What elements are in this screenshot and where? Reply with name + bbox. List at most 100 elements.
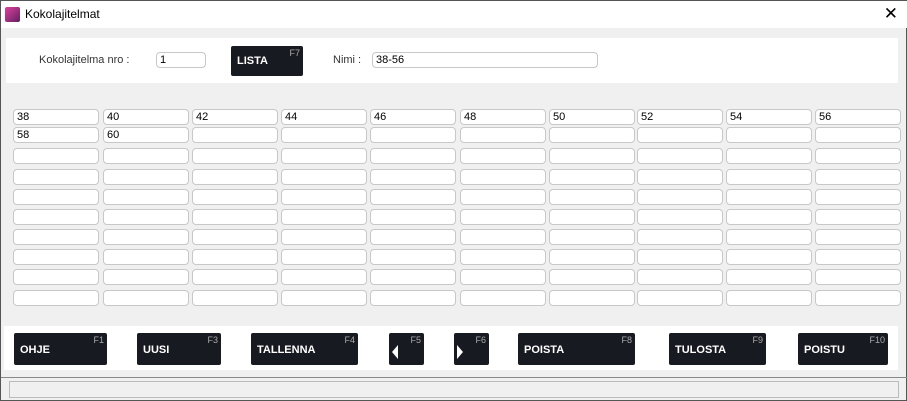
size-cell[interactable] [281,209,367,225]
size-cell[interactable] [13,229,99,245]
size-cell[interactable] [815,229,901,245]
size-cell[interactable] [13,148,99,164]
size-cell[interactable] [103,249,189,265]
size-cell[interactable] [637,249,723,265]
size-cell[interactable] [370,229,456,245]
size-cell[interactable] [192,169,278,185]
size-cell[interactable] [637,169,723,185]
size-cell[interactable] [192,229,278,245]
size-cell[interactable] [815,148,901,164]
size-cell[interactable] [460,148,546,164]
size-cell[interactable] [460,127,546,143]
nro-input[interactable] [156,52,206,68]
size-cell[interactable] [192,127,278,143]
size-cell[interactable] [192,209,278,225]
size-cell[interactable] [549,189,635,205]
prev-button[interactable]: F5 [389,333,424,365]
size-cell[interactable] [460,290,546,306]
poista-button[interactable]: POISTA F8 [518,333,635,365]
size-cell[interactable] [726,148,812,164]
size-cell[interactable] [103,109,189,125]
size-cell[interactable] [460,269,546,285]
size-cell[interactable] [637,189,723,205]
size-cell[interactable] [815,249,901,265]
tulosta-button[interactable]: TULOSTA F9 [669,333,766,365]
size-cell[interactable] [192,290,278,306]
size-cell[interactable] [815,127,901,143]
size-cell[interactable] [637,269,723,285]
size-cell[interactable] [281,290,367,306]
size-cell[interactable] [460,209,546,225]
size-cell[interactable] [549,127,635,143]
size-cell[interactable] [370,109,456,125]
size-cell[interactable] [815,169,901,185]
size-cell[interactable] [460,189,546,205]
size-cell[interactable] [370,249,456,265]
uusi-button[interactable]: UUSI F3 [137,333,221,365]
size-cell[interactable] [192,189,278,205]
size-cell[interactable] [460,249,546,265]
size-cell[interactable] [103,148,189,164]
size-cell[interactable] [726,249,812,265]
lista-button[interactable]: LISTA F7 [231,46,303,76]
size-cell[interactable] [815,209,901,225]
size-cell[interactable] [281,269,367,285]
size-cell[interactable] [815,290,901,306]
size-cell[interactable] [13,249,99,265]
size-cell[interactable] [637,290,723,306]
size-cell[interactable] [370,189,456,205]
nimi-input[interactable] [372,52,598,68]
size-cell[interactable] [815,189,901,205]
size-cell[interactable] [549,169,635,185]
size-cell[interactable] [13,290,99,306]
size-cell[interactable] [815,109,901,125]
size-cell[interactable] [726,109,812,125]
size-cell[interactable] [103,209,189,225]
size-cell[interactable] [637,229,723,245]
size-cell[interactable] [726,269,812,285]
size-cell[interactable] [549,109,635,125]
size-cell[interactable] [549,229,635,245]
size-cell[interactable] [192,148,278,164]
size-cell[interactable] [281,169,367,185]
size-cell[interactable] [103,229,189,245]
size-cell[interactable] [103,290,189,306]
size-cell[interactable] [103,269,189,285]
size-cell[interactable] [726,229,812,245]
size-cell[interactable] [637,209,723,225]
size-cell[interactable] [726,209,812,225]
size-cell[interactable] [13,169,99,185]
size-cell[interactable] [549,249,635,265]
close-icon[interactable]: ✕ [883,4,898,23]
size-cell[interactable] [103,169,189,185]
size-cell[interactable] [370,269,456,285]
size-cell[interactable] [460,169,546,185]
size-cell[interactable] [370,148,456,164]
size-cell[interactable] [192,269,278,285]
size-cell[interactable] [13,189,99,205]
size-cell[interactable] [815,269,901,285]
size-cell[interactable] [370,290,456,306]
size-cell[interactable] [549,209,635,225]
size-cell[interactable] [192,249,278,265]
size-cell[interactable] [637,109,723,125]
size-cell[interactable] [460,109,546,125]
size-cell[interactable] [637,148,723,164]
size-cell[interactable] [549,269,635,285]
tallenna-button[interactable]: TALLENNA F4 [251,333,358,365]
size-cell[interactable] [726,169,812,185]
size-cell[interactable] [370,127,456,143]
poistu-button[interactable]: POISTU F10 [798,333,888,365]
size-cell[interactable] [281,148,367,164]
size-cell[interactable] [726,189,812,205]
size-cell[interactable] [281,229,367,245]
size-cell[interactable] [726,127,812,143]
size-cell[interactable] [370,209,456,225]
size-cell[interactable] [103,127,189,143]
size-cell[interactable] [13,127,99,143]
size-cell[interactable] [192,109,278,125]
size-cell[interactable] [460,229,546,245]
size-cell[interactable] [13,269,99,285]
size-cell[interactable] [103,189,189,205]
size-cell[interactable] [370,169,456,185]
